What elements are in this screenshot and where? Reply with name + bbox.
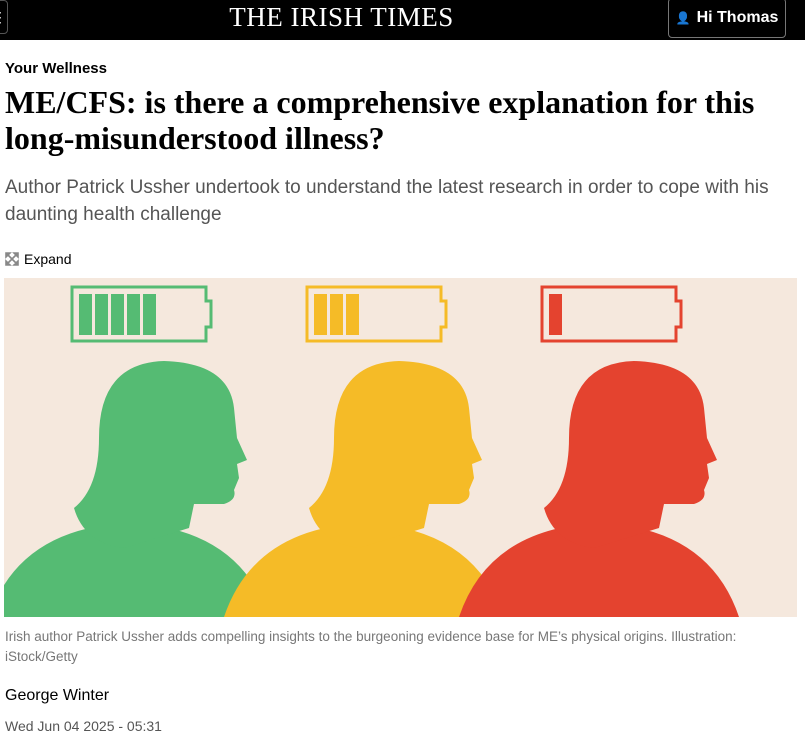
expand-button[interactable]: Expand	[5, 251, 71, 267]
menu-button[interactable]: ⋮	[0, 0, 8, 34]
expand-label: Expand	[24, 251, 72, 267]
figure-body	[224, 523, 504, 617]
battery-cell	[314, 294, 327, 335]
figure-body	[459, 523, 739, 617]
figure-head	[309, 361, 482, 548]
article-illustration[interactable]	[4, 278, 797, 617]
battery-cell	[549, 294, 562, 335]
battery-cell	[346, 294, 359, 335]
battery-icon	[70, 285, 213, 343]
figure-body	[4, 523, 269, 617]
expand-icon	[5, 252, 19, 266]
section-kicker[interactable]: Your Wellness	[5, 60, 107, 77]
page-title: ME/CFS: is there a comprehensive explana…	[5, 84, 755, 156]
battery-cell	[95, 294, 108, 335]
figure-head	[544, 361, 717, 548]
standfirst: Author Patrick Ussher undertook to under…	[5, 177, 769, 225]
battery-cell	[111, 294, 124, 335]
battery-icon	[540, 285, 683, 343]
battery-icon	[305, 285, 448, 343]
battery-cell	[127, 294, 140, 335]
author-name[interactable]: George Winter	[5, 687, 110, 704]
battery-cell	[79, 294, 92, 335]
battery-cell	[143, 294, 156, 335]
top-bar: ⋮ THE IRISH TIMES 👤 Hi Thomas	[0, 0, 805, 40]
publish-date: Wed Jun 04 2025 - 05:31	[5, 718, 162, 734]
image-caption: Irish author Patrick Ussher adds compell…	[5, 629, 737, 664]
logo[interactable]: THE IRISH TIMES	[229, 2, 454, 32]
figure-head	[74, 361, 247, 548]
account-button[interactable]: 👤 Hi Thomas	[668, 0, 786, 38]
account-label: Hi Thomas	[696, 9, 779, 26]
menu-icon: ⋮	[0, 9, 7, 25]
user-check-icon: 👤	[675, 11, 691, 25]
battery-cell	[330, 294, 343, 335]
